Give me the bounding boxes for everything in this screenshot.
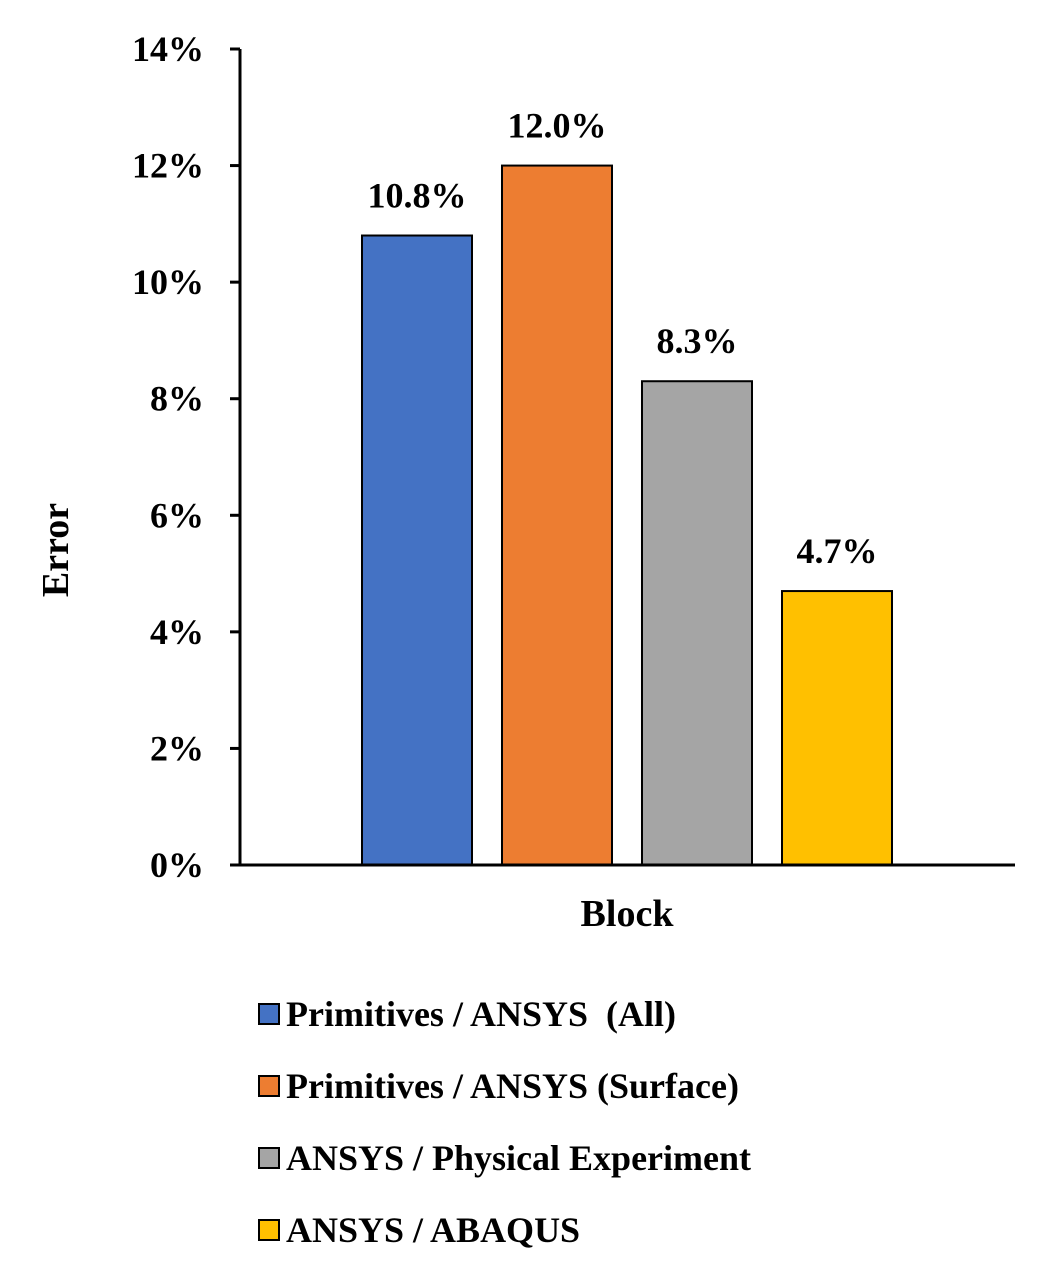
bar-chart: 0% 2% 4% 6% 8% 10% 12% 14% 10.8% 12.0% 8.3% 4.7% E… [35,29,1015,935]
x-axis-title: Block [581,893,675,935]
bar-2 [501,164,613,867]
data-label-1: 10.8% [368,176,467,216]
y-tick-label: 6% [150,495,204,535]
y-tick-label: 2% [150,728,204,768]
legend-item-1: Primitives / ANSYS (All) [258,978,751,1050]
bar-3 [641,380,753,866]
bar-4 [781,590,893,866]
y-tick-label: 8% [150,379,204,419]
legend-item-2: Primitives / ANSYS (Surface) [258,1050,751,1122]
data-labels-group: 10.8% 12.0% 8.3% 4.7% [368,106,878,571]
y-axis-ticks: 0% 2% 4% 6% 8% 10% 12% 14% [132,29,240,885]
y-tick-label: 4% [150,612,204,652]
data-label-4: 4.7% [797,531,878,571]
legend-label: ANSYS / Physical Experiment [286,1138,752,1178]
y-axis-title: Error [35,503,77,597]
y-tick-label: 12% [132,146,204,186]
y-tick-label: 10% [132,262,204,302]
legend-swatch [258,1003,280,1025]
legend-swatch [258,1219,280,1241]
bars-group [361,164,893,867]
bar-1 [361,234,473,866]
legend-item-3: ANSYS / Physical Experiment [258,1122,751,1194]
legend: Primitives / ANSYS (All) Primitives / ANS… [258,978,751,1266]
y-tick-label: 14% [132,29,204,69]
y-tick-label: 0% [150,845,204,885]
legend-label: Primitives / ANSYS (Surface) [286,1066,739,1106]
data-label-2: 12.0% [508,106,607,146]
legend-swatch [258,1147,280,1169]
legend-label: Primitives / ANSYS (All) [286,994,676,1034]
legend-swatch [258,1075,280,1097]
legend-item-4: ANSYS / ABAQUS [258,1194,751,1266]
legend-label: ANSYS / ABAQUS [286,1210,581,1250]
data-label-3: 8.3% [657,321,738,361]
